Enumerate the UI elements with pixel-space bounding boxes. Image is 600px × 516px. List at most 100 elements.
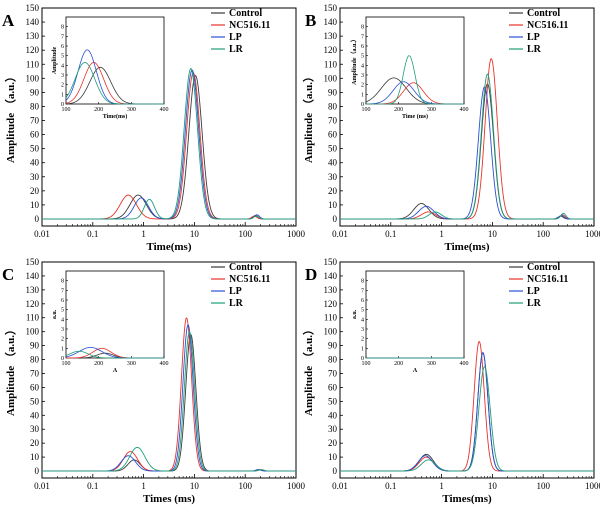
y-tick-label: 60 [328, 130, 338, 140]
panel-a: A01020304050607080901001101201301401500.… [2, 3, 306, 253]
x-tick-label: 100 [536, 229, 550, 239]
inset-y-tick-label: 0 [361, 102, 364, 108]
panel-letter: D [305, 265, 317, 284]
inset-x-tick-label: 200 [94, 107, 103, 113]
legend-label: LR [527, 298, 542, 309]
x-tick-label: 0.01 [34, 229, 50, 239]
inset-x-tick-label: 100 [62, 361, 71, 367]
plot-frame [339, 7, 595, 227]
inset-y-tick-label: 1 [361, 346, 364, 352]
y-tick-label: 40 [328, 410, 338, 420]
y-tick-label: 30 [30, 424, 40, 434]
inset-y-tick-label: 8 [361, 25, 364, 31]
inset-y-tick-label: 8 [361, 279, 364, 285]
inset-x-axis-title: Time(ms) [103, 113, 128, 120]
inset-y-tick-label: 8 [61, 279, 64, 285]
inset-x-tick-label: 300 [127, 107, 136, 113]
inset-series-line-lr [65, 62, 164, 105]
y-tick-label: 100 [26, 73, 40, 83]
panel-letter: B [305, 11, 316, 30]
x-axis-title: Times (ms) [143, 493, 195, 505]
y-tick-label: 130 [26, 285, 40, 295]
inset-x-axis-title: Time (ms) [402, 113, 428, 120]
y-tick-label: 130 [324, 285, 338, 295]
inset-frame [365, 16, 465, 105]
inset-x-tick-label: 100 [362, 361, 371, 367]
y-tick-label: 0 [333, 214, 338, 224]
series-line-lr [340, 366, 594, 472]
inset-y-tick-label: 4 [361, 63, 364, 69]
x-tick-label: 10 [190, 229, 200, 239]
y-tick-label: 0 [35, 214, 40, 224]
y-tick-label: 0 [333, 466, 338, 476]
inset-y-tick-label: 0 [361, 356, 364, 362]
x-tick-label: 0.1 [87, 481, 98, 491]
inset-y-tick-label: 7 [361, 288, 364, 294]
inset-x-axis-title: A [413, 368, 418, 374]
y-tick-label: 90 [30, 87, 40, 97]
panel-b: B01020304050607080901001101201301401500.… [302, 3, 600, 253]
inset-x-tick-label: 300 [427, 107, 436, 113]
y-tick-label: 90 [30, 341, 40, 351]
x-tick-label: 0.1 [385, 481, 396, 491]
panel-letter: A [2, 11, 15, 30]
y-tick-label: 100 [324, 73, 338, 83]
x-tick-label: 1000 [585, 229, 600, 239]
legend-label: LP [229, 286, 242, 297]
x-tick-label: 100 [238, 481, 252, 491]
inset-x-tick-label: 200 [394, 361, 403, 367]
y-tick-label: 110 [26, 59, 40, 69]
inset-x-tick-label: 100 [62, 107, 71, 113]
inset-y-tick-label: 0 [61, 102, 64, 108]
inset-y-tick-label: 4 [61, 63, 64, 69]
inset: 0 1 2 3 4 5 6 7 8 100 200 300 400 Time(ms) Amplitude [52, 16, 169, 120]
y-tick-label: 0 [35, 466, 40, 476]
inset-y-tick-label: 7 [61, 34, 64, 40]
y-tick-label: 70 [328, 368, 338, 378]
y-tick-label: 20 [328, 186, 338, 196]
inset-y-tick-label: 7 [61, 288, 64, 294]
inset-y-axis-title: Amplitude（a.u.） [350, 36, 358, 85]
x-tick-label: 0.01 [332, 229, 348, 239]
inset-x-tick-label: 400 [460, 107, 469, 113]
inset: 0 1 2 3 4 5 6 7 8 100 200 300 400 Aa.u. [52, 270, 169, 374]
x-tick-label: 1000 [287, 229, 306, 239]
inset-y-tick-label: 6 [361, 44, 364, 50]
inset-y-tick-label: 3 [61, 73, 64, 79]
inset-x-tick-label: 200 [394, 107, 403, 113]
inset-series-line-lr [65, 350, 164, 359]
legend-label: LP [527, 286, 540, 297]
y-tick-label: 80 [30, 355, 40, 365]
inset-frame [65, 270, 165, 359]
legend-label: Control [527, 262, 560, 273]
inset-x-tick-label: 100 [362, 107, 371, 113]
series-line-lr [42, 330, 296, 472]
legend-label: LP [527, 32, 540, 43]
inset-y-axis-title: Amplitude [52, 46, 58, 74]
legend-label: LR [229, 298, 244, 309]
inset-y-tick-label: 2 [61, 337, 64, 343]
y-tick-label: 50 [30, 144, 40, 154]
inset-frame [365, 270, 465, 359]
y-tick-label: 120 [324, 299, 338, 309]
y-tick-label: 110 [26, 313, 40, 323]
inset-x-axis-title: A [113, 368, 118, 374]
y-tick-label: 110 [324, 313, 338, 323]
y-tick-label: 150 [26, 3, 40, 13]
inset-y-tick-label: 1 [61, 346, 64, 352]
inset-y-tick-label: 2 [361, 83, 364, 89]
inset-y-tick-label: 2 [361, 337, 364, 343]
x-tick-label: 1 [141, 481, 146, 491]
x-tick-label: 0.01 [34, 481, 50, 491]
inset-y-tick-label: 6 [361, 298, 364, 304]
inset-y-axis-title: a.u. [52, 309, 58, 319]
y-tick-label: 50 [328, 144, 338, 154]
y-tick-label: 150 [324, 3, 338, 13]
series-line-lr [42, 68, 296, 220]
y-tick-label: 60 [30, 382, 40, 392]
x-tick-label: 0.01 [332, 481, 348, 491]
inset-y-tick-label: 5 [361, 308, 364, 314]
y-tick-label: 150 [324, 257, 338, 267]
